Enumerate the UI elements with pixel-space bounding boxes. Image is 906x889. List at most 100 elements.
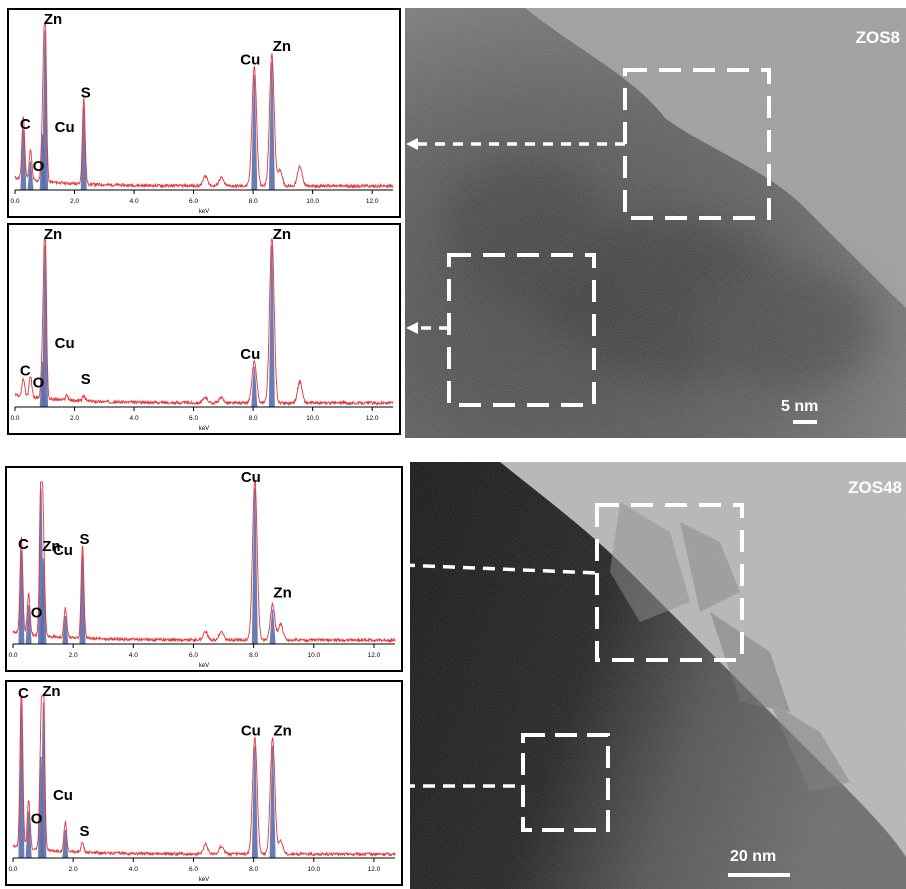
element-label: Cu <box>240 346 260 363</box>
element-label: S <box>79 823 89 840</box>
x-tick-label: 0.0 <box>10 415 19 422</box>
peak-fill <box>79 553 86 644</box>
x-axis-title: keV <box>199 426 209 432</box>
element-label: O <box>31 605 43 622</box>
sample-label: ZOS8 <box>855 28 900 47</box>
peak-fill <box>251 488 258 644</box>
element-label: Zn <box>273 585 291 602</box>
spectrum-chart: 0.0 2.0 4.0 6.0 8.0 10.0 12.0 keV C Zn Cu O S Cu Zn <box>8 683 396 883</box>
peak-fill <box>251 75 258 190</box>
spectrum-line <box>12 481 396 644</box>
spectrum-panel-zos48-top: 0.0 2.0 4.0 6.0 8.0 10.0 12.0 keV Cu C Zn S O Cu Zn <box>5 466 403 672</box>
element-label: Zn <box>42 538 60 555</box>
x-tick-label: 10.0 <box>307 652 320 659</box>
spectrum-chart: 0.0 2.0 4.0 6.0 8.0 10.0 12.0 keV Zn C O Cu S Cu Zn <box>10 11 394 215</box>
x-tick-label: 8.0 <box>249 198 258 205</box>
x-tick-label: 10.0 <box>306 198 319 205</box>
x-axis-title: keV <box>199 663 209 669</box>
spectrum-line <box>12 695 396 858</box>
x-tick-label: 10.0 <box>306 415 319 422</box>
peak-fill <box>25 811 32 858</box>
x-tick-label: 10.0 <box>307 866 320 873</box>
element-label: C <box>20 362 31 379</box>
tem-image-zos8: ZOS8 5 nm <box>405 8 906 438</box>
scale-bar <box>793 420 817 424</box>
element-label: Zn <box>273 226 291 243</box>
element-label: Zn <box>273 38 291 55</box>
element-label: S <box>81 85 91 102</box>
x-tick-label: 8.0 <box>249 415 258 422</box>
x-tick-label: 4.0 <box>130 198 139 205</box>
x-tick-label: 4.0 <box>129 652 138 659</box>
spectrum-line <box>14 238 394 407</box>
tem-micrograph <box>410 462 906 889</box>
scale-bar-label: 5 nm <box>781 398 819 415</box>
element-label: Cu <box>240 51 260 68</box>
peak-fill <box>20 129 27 190</box>
peak-fill <box>27 161 34 190</box>
spectrum-panel-zos8-bottom: 0.0 2.0 4.0 6.0 8.0 10.0 12.0 keV Zn O C Cu S Zn Cu <box>7 223 401 435</box>
element-label: Zn <box>44 226 62 243</box>
element-label: Zn <box>42 683 60 700</box>
x-axis-title: keV <box>199 209 209 215</box>
x-tick-label: 8.0 <box>249 866 258 873</box>
x-tick-label: 8.0 <box>249 652 258 659</box>
element-label: Cu <box>55 119 75 136</box>
x-tick-label: 2.0 <box>70 198 79 205</box>
x-tick-label: 6.0 <box>189 198 198 205</box>
peak-fill <box>42 30 49 190</box>
x-tick-label: 12.0 <box>368 866 381 873</box>
x-tick-label: 6.0 <box>189 866 198 873</box>
element-label: O <box>31 810 43 827</box>
element-label: C <box>18 536 29 553</box>
element-label: Cu <box>241 722 261 739</box>
element-label: Zn <box>44 11 62 28</box>
element-label: O <box>33 374 45 391</box>
x-tick-label: 0.0 <box>8 652 17 659</box>
peak-fill <box>62 616 69 644</box>
peak-fill <box>251 746 258 858</box>
spectrum-panel-zos48-bottom: 0.0 2.0 4.0 6.0 8.0 10.0 12.0 keV C Zn Cu O S Cu Zn <box>5 680 403 886</box>
x-tick-label: 12.0 <box>368 652 381 659</box>
x-tick-label: 6.0 <box>189 652 198 659</box>
x-tick-label: 6.0 <box>189 415 198 422</box>
peak-fill <box>40 558 47 644</box>
scale-bar-label: 20 nm <box>730 848 777 865</box>
element-label: O <box>33 158 45 175</box>
peak-fill <box>42 245 49 407</box>
spectrum-chart: 0.0 2.0 4.0 6.0 8.0 10.0 12.0 keV Zn OC Cu S Zn Cu <box>10 226 394 432</box>
peak-fill <box>40 702 47 858</box>
peak-fill <box>269 609 276 644</box>
x-tick-label: 2.0 <box>69 652 78 659</box>
element-label: Cu <box>55 335 75 352</box>
x-tick-label: 0.0 <box>8 866 17 873</box>
element-label: C <box>18 685 29 702</box>
peak-fill <box>18 702 25 858</box>
peak-fill <box>25 605 32 644</box>
x-tick-label: 2.0 <box>70 415 79 422</box>
tem-image-zos48: ZOS48 20 nm <box>410 462 906 889</box>
x-tick-label: 4.0 <box>129 866 138 873</box>
element-label: C <box>20 116 31 133</box>
peak-fill <box>269 746 276 858</box>
peak-fill <box>251 366 258 407</box>
x-axis-title: keV <box>199 877 209 883</box>
element-label: S <box>81 371 91 388</box>
peak-fill <box>80 107 87 190</box>
peak-fill <box>62 830 69 858</box>
peak-fill <box>268 245 275 407</box>
spectrum-panel-zos8-top: 0.0 2.0 4.0 6.0 8.0 10.0 12.0 keV Zn C O Cu S Cu Zn <box>7 8 401 218</box>
peak-fill <box>18 550 25 644</box>
element-label: Cu <box>53 787 73 804</box>
x-tick-label: 2.0 <box>69 866 78 873</box>
spectrum-line <box>14 23 394 190</box>
tem-micrograph <box>405 8 906 438</box>
peak-fill <box>268 62 275 190</box>
element-label: Cu <box>241 469 261 486</box>
element-label: Cu <box>53 542 73 559</box>
sample-label: ZOS48 <box>848 478 902 497</box>
scale-bar <box>728 873 790 877</box>
x-tick-label: 12.0 <box>366 198 379 205</box>
element-label: S <box>79 531 89 548</box>
